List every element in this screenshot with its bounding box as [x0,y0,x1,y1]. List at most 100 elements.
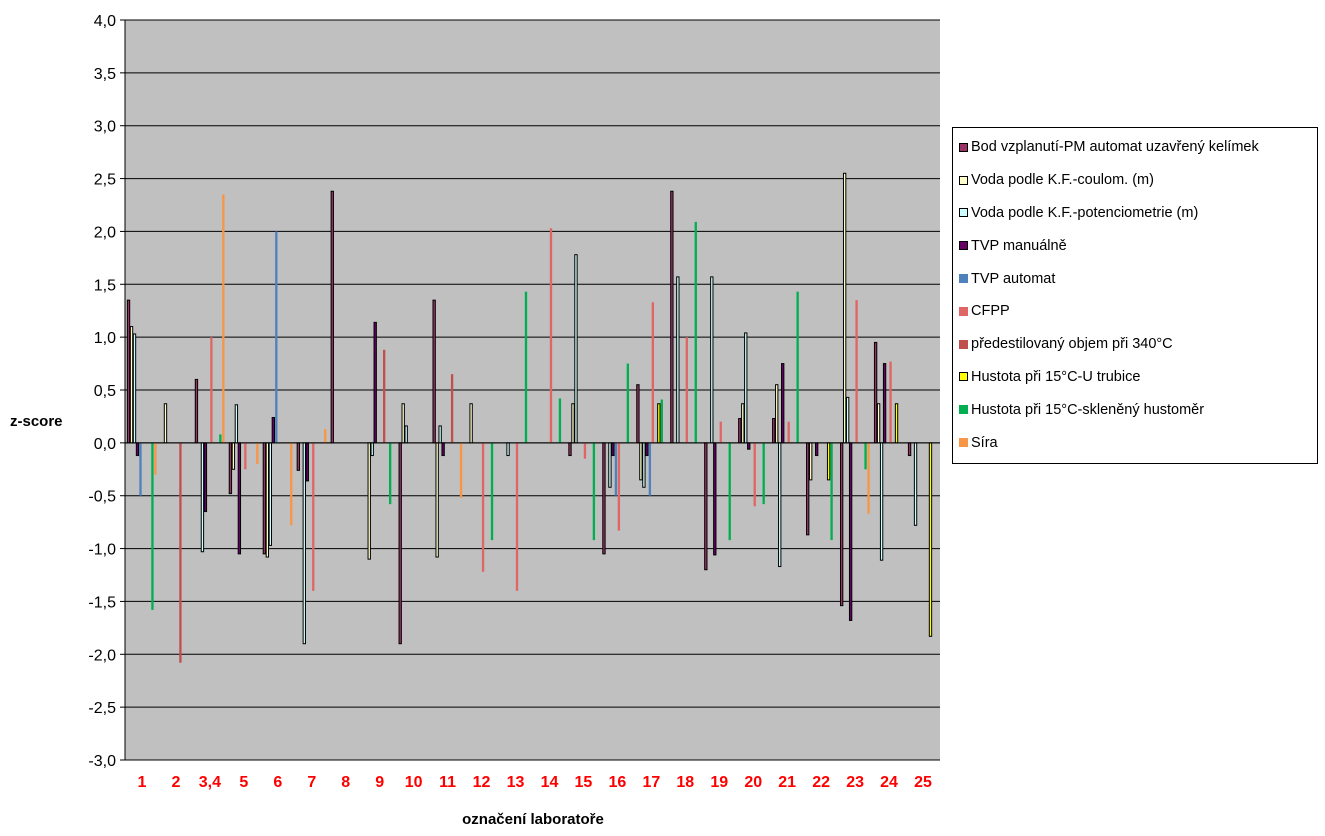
legend-item: TVP manuálně [959,229,1317,262]
x-tick-label: 18 [676,774,694,791]
bar [222,194,225,443]
y-tick-label: 3,5 [94,66,116,83]
x-axis-ticks: 1 2 3,4 5 6 7 8 9 10 11 12 13 14 15 16 17 18 19 20 21 22 23 24… [138,774,932,791]
bar [704,442,708,571]
bar [441,442,445,457]
legend-label: TVP automat [971,270,1056,287]
y-tick-label: 4,0 [94,13,116,30]
legend-item: CFPP [959,295,1317,328]
legend-label: Hustota při 15°C-skleněný hustoměr [971,401,1205,418]
x-tick-label: 12 [473,774,491,791]
bar [271,416,275,444]
bar [806,442,810,536]
bar [713,442,717,556]
bar [592,442,596,541]
x-axis-title: označení laboratoře [462,811,604,828]
y-tick-label: -1,0 [88,542,116,559]
bar [913,442,918,526]
bar [234,404,239,444]
bar [312,442,315,591]
legend-swatch [959,208,968,218]
bar [907,442,912,457]
y-tick-label: 0,5 [94,383,116,400]
x-tick-label: 19 [710,774,728,791]
legend-item: Síra [959,426,1317,459]
x-tick-label: 9 [375,774,384,791]
bar [747,442,751,450]
bar [645,442,649,457]
bar [772,418,776,444]
bar [781,363,785,444]
bar [268,442,273,546]
bar [676,276,680,444]
bar [775,384,779,444]
legend-swatch [959,438,968,448]
x-tick-label: 16 [608,774,626,791]
bar [787,421,790,443]
bar [894,403,899,444]
bar [636,384,640,444]
bar [262,442,267,555]
bar [753,442,756,507]
bar [194,378,199,444]
bar [179,442,182,663]
bar [864,442,867,470]
y-axis-ticks: 4,0 3,5 3,0 2,5 2,0 1,5 1,0 0,5 0,0 -0,5 -1,0 -1,5 -… [88,13,125,770]
bar [401,403,405,444]
bar [670,190,674,444]
x-tick-label: 25 [914,774,932,791]
bar [330,190,334,444]
legend: Bod vzplanutí-PM automat uzavřený kelíme… [952,127,1318,464]
legend-swatch [959,372,968,382]
bar [814,442,819,457]
bar [549,228,553,443]
bar [809,442,813,481]
bar [602,442,606,555]
x-tick-label: 2 [171,774,180,791]
x-tick-label: 7 [307,774,316,791]
x-tick-label: 23 [846,774,864,791]
bar [383,349,386,443]
x-tick-label: 24 [880,774,898,791]
legend-item: TVP automat [959,262,1317,295]
y-tick-label: 3,0 [94,119,116,136]
y-axis-title: z-score [10,413,63,430]
bar [571,403,575,444]
y-tick-label: -1,5 [88,594,116,611]
bar [305,442,309,482]
legend-item: předestilovaný objem při 340°C [959,328,1317,361]
legend-swatch [959,142,968,152]
bar [296,442,300,471]
bar [873,341,878,444]
bar [848,442,853,621]
bar [256,442,259,464]
bar [889,361,892,443]
bar [265,442,270,558]
bar [459,442,463,498]
bar [481,442,485,572]
bar [210,337,213,443]
x-tick-label: 14 [541,774,559,791]
y-tick-label: -2,5 [88,700,116,717]
bar [778,442,782,568]
bar [762,442,765,505]
x-tick-label: 5 [239,774,248,791]
bar [744,332,748,444]
bar [830,442,833,541]
bar [154,442,157,475]
x-tick-label: 3,4 [199,774,221,791]
bar [438,425,442,444]
bar [388,442,392,505]
bar [373,321,377,444]
bar [651,302,655,443]
bar [132,333,137,444]
bar [738,418,742,444]
x-tick-label: 11 [439,774,456,791]
legend-item: Hustota při 15°C-U trubice [959,361,1317,394]
legend-item: Voda podle K.F.-potenciometrie (m) [959,197,1317,230]
bar [558,398,562,443]
x-tick-label: 13 [507,774,525,791]
x-tick-label: 10 [405,774,423,791]
bar [490,442,494,541]
